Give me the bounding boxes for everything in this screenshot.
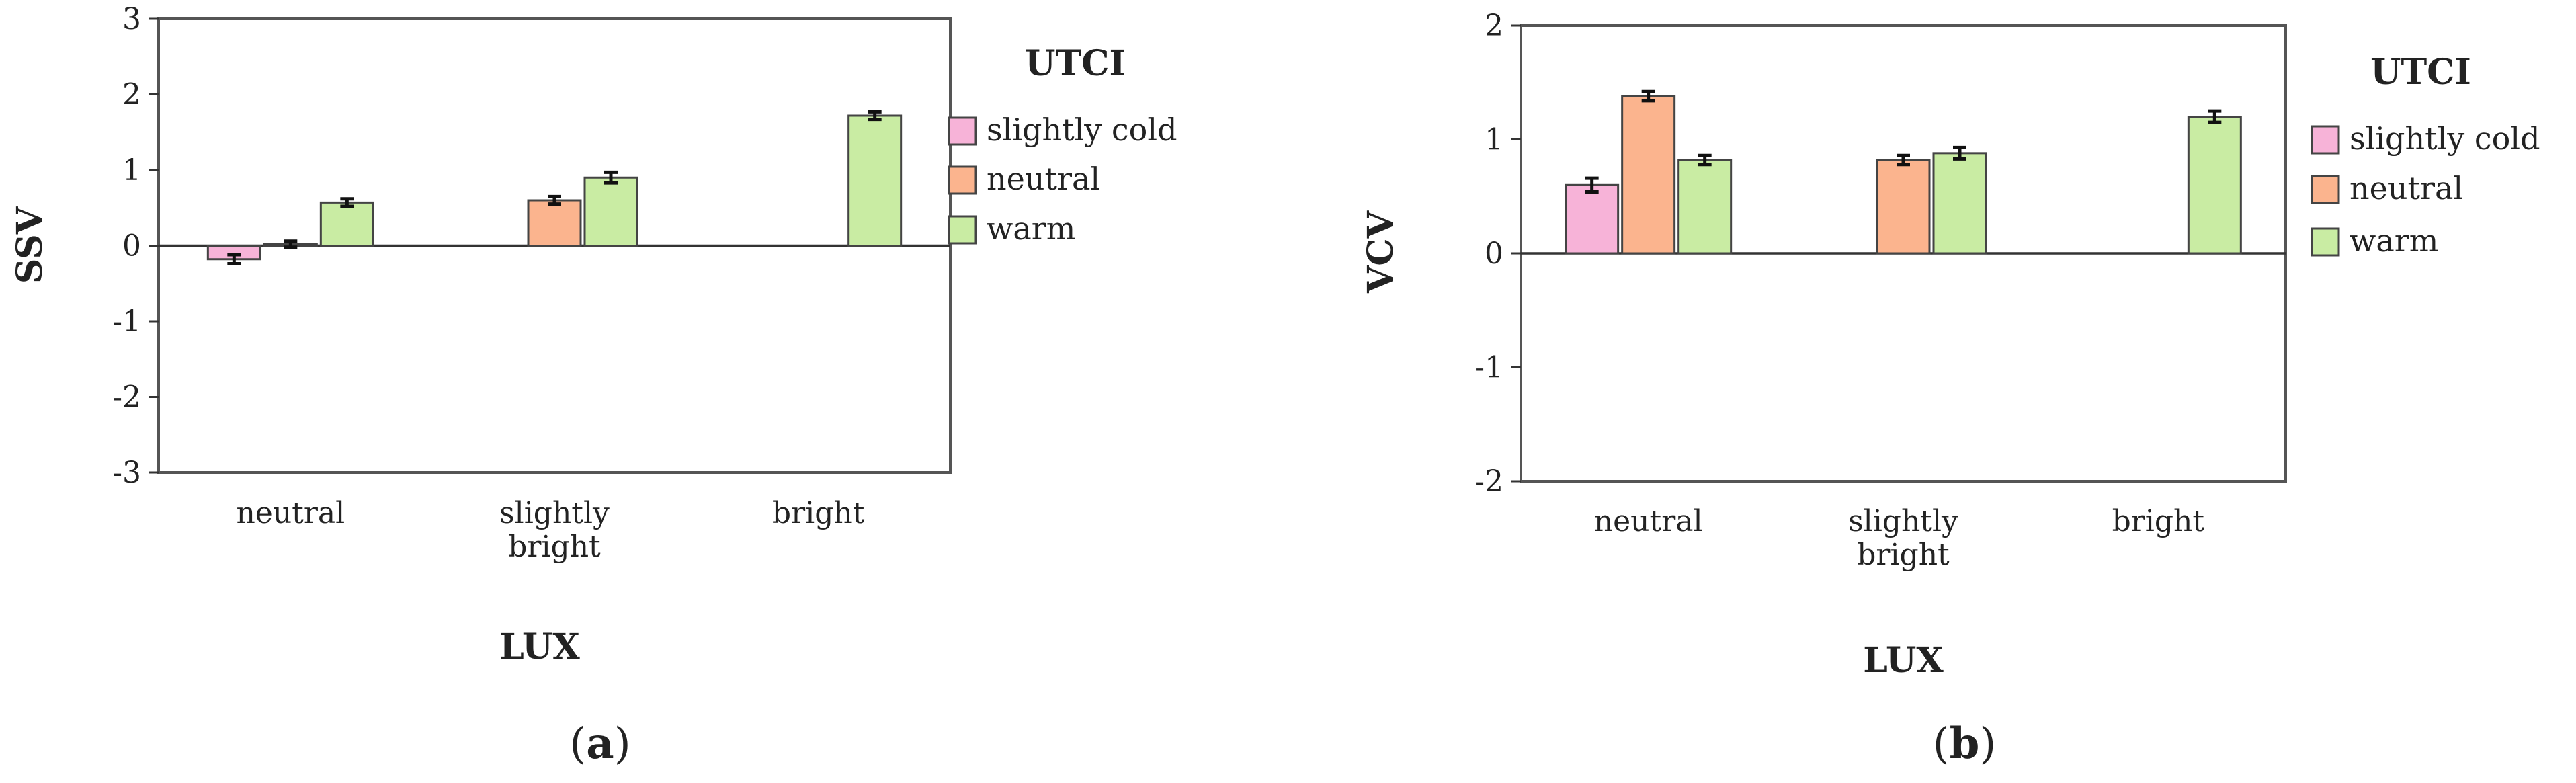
panel-label-open: (	[1933, 719, 1950, 769]
y-tick-label: 0	[122, 229, 141, 263]
legend-title: UTCI	[2370, 52, 2471, 93]
legend-entry-label: neutral	[2350, 170, 2463, 206]
y-tick-label: -1	[1474, 351, 1503, 385]
legend-swatch	[2311, 227, 2340, 257]
y-axis-title: VCV	[1360, 210, 1401, 294]
bar	[583, 176, 638, 247]
category-label: bright	[2112, 504, 2205, 538]
x-axis-title: LUX	[1863, 640, 1944, 681]
legend-swatch	[2311, 125, 2340, 155]
category-label: neutral	[1594, 504, 1703, 538]
bar	[527, 199, 582, 247]
category-label: slightly	[499, 496, 610, 530]
category-label: neutral	[236, 496, 345, 530]
y-tick-label: 1	[122, 153, 141, 188]
panel-label-close: )	[614, 719, 631, 769]
y-tick-label: 0	[1485, 237, 1503, 271]
panel-label: (b)	[1933, 718, 1997, 769]
y-axis-title: SSV	[9, 206, 50, 284]
legend: UTCI slightly cold neutral warm	[948, 43, 1177, 247]
legend-entry-label: slightly cold	[2350, 120, 2540, 157]
y-tick-label: 1	[1485, 123, 1503, 157]
bar	[319, 201, 374, 247]
bar	[1876, 159, 1931, 255]
category-label: bright	[772, 496, 865, 530]
legend-entry-label: neutral	[987, 161, 1100, 197]
y-tick-label: -2	[112, 380, 141, 415]
bar	[847, 114, 903, 247]
panel-label-close: )	[1979, 719, 1996, 769]
bar	[1677, 159, 1733, 255]
y-tick-label: 3	[122, 2, 141, 36]
legend-title: UTCI	[1025, 43, 1126, 84]
bar	[1565, 183, 1620, 255]
legend: UTCI slightly cold neutral warm	[2311, 52, 2540, 259]
y-tick-label: -2	[1474, 464, 1503, 499]
legend-swatch	[948, 215, 977, 245]
legend-entry-label: warm	[2350, 222, 2438, 259]
y-tick-label: -3	[112, 456, 141, 490]
legend-swatch	[948, 165, 977, 195]
y-tick-label: 2	[1485, 9, 1503, 43]
category-label: bright	[508, 530, 601, 564]
x-axis-title: LUX	[499, 626, 580, 667]
panel-label-letter: a	[586, 718, 614, 769]
legend-entry-label: warm	[987, 210, 1075, 247]
y-tick-label: 2	[122, 78, 141, 112]
bar	[2187, 116, 2242, 255]
y-tick-label: -1	[112, 304, 141, 339]
panel-label-open: (	[569, 719, 586, 769]
category-label: slightly	[1848, 504, 1958, 538]
panel-label: (a)	[569, 718, 630, 769]
legend-entry-label: slightly cold	[987, 112, 1177, 148]
category-label: bright	[1857, 538, 1950, 572]
panel-label-letter: b	[1950, 718, 1980, 769]
legend-swatch	[2311, 175, 2340, 204]
legend-swatch	[948, 116, 977, 146]
bar	[1621, 95, 1676, 255]
bar	[1932, 152, 1987, 255]
